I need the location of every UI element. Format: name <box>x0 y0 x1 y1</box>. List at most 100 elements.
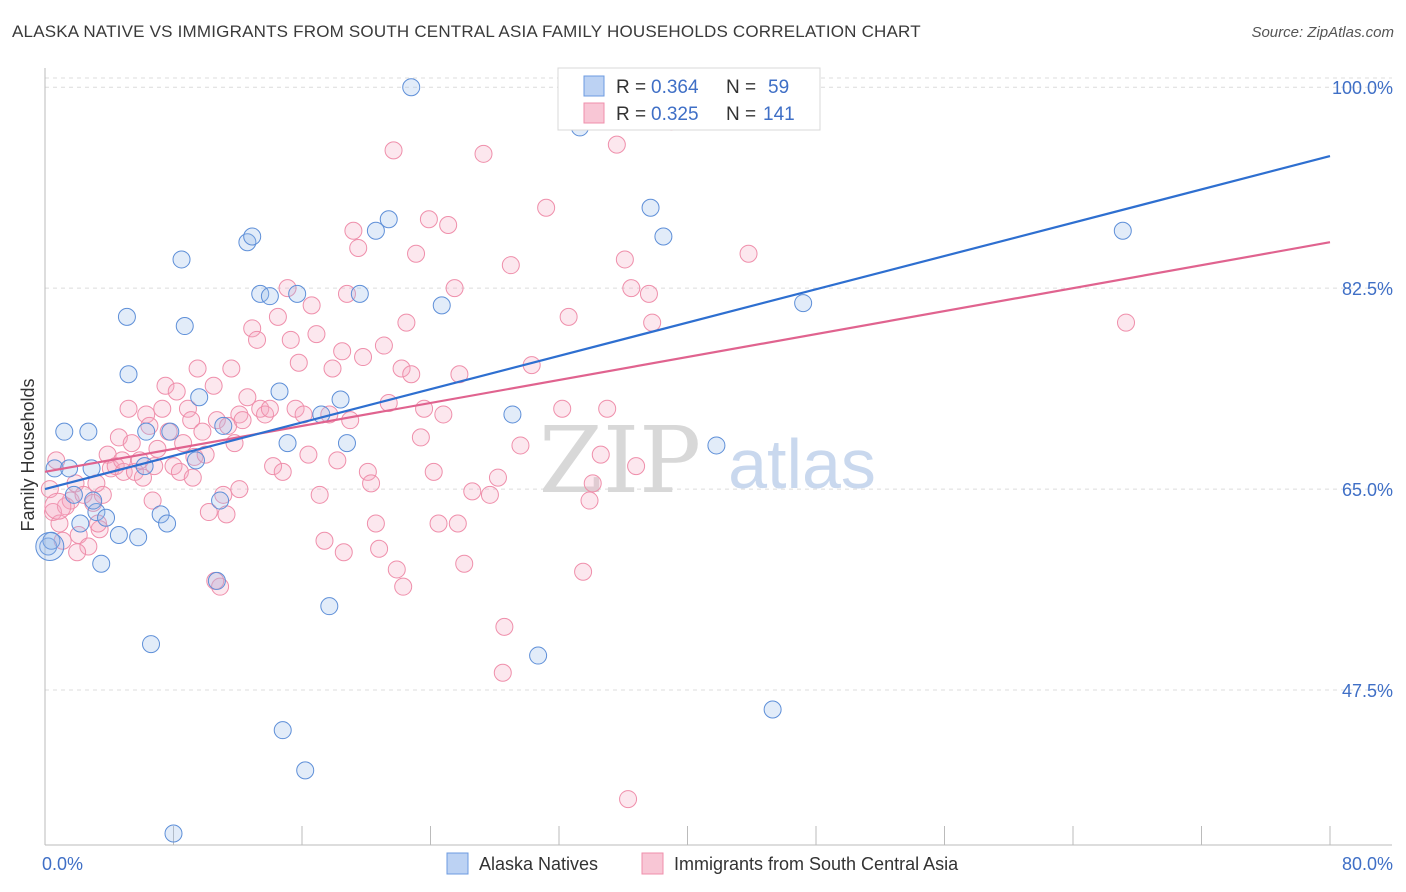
immig-point <box>537 198 556 217</box>
immig-point <box>392 359 411 378</box>
immig-point <box>264 457 283 476</box>
immig-point <box>243 319 262 338</box>
immig-point <box>591 445 610 464</box>
legend-n-label-1: N = <box>726 77 756 98</box>
immig-point <box>627 457 646 476</box>
immig-point <box>233 411 252 430</box>
immig-point <box>553 399 572 418</box>
alaska-point <box>135 457 154 476</box>
immig-point <box>463 482 482 501</box>
immig-point <box>153 399 172 418</box>
immig-point <box>323 359 342 378</box>
alaska-point <box>641 198 660 217</box>
x-tick-label-0: 0.0% <box>42 854 83 874</box>
watermark-zip: ZIP <box>539 407 701 514</box>
immig-point <box>256 405 275 424</box>
immig-point <box>156 376 175 395</box>
alaska-point <box>109 526 128 544</box>
immig-point <box>79 537 98 556</box>
immig-point <box>302 296 321 315</box>
y-tick-label-1: 65.0% <box>1342 480 1393 500</box>
immig-point <box>411 428 430 447</box>
immig-point <box>445 279 464 298</box>
alaska-point <box>278 434 297 453</box>
alaska-point <box>137 422 156 441</box>
immig-point <box>639 284 658 303</box>
immig-point <box>455 554 474 573</box>
immig-point <box>248 330 267 349</box>
alaska-point <box>270 382 289 401</box>
y-tick-label-2: 82.5% <box>1342 279 1393 299</box>
alaska-point <box>175 317 194 336</box>
immig-point <box>281 330 300 349</box>
alaska-point <box>379 210 398 229</box>
immig-point <box>140 416 159 435</box>
alaska-point <box>350 284 369 303</box>
legend-r-label-1: R = <box>616 77 646 98</box>
legend-r-label-2: R = <box>616 104 646 125</box>
immig-point <box>424 462 443 481</box>
immig-point <box>387 560 406 579</box>
immig-point <box>199 503 218 522</box>
immig-point <box>643 313 662 332</box>
immig-point <box>574 562 593 581</box>
immig-point <box>40 480 59 499</box>
legend-swatch-immig <box>583 102 605 124</box>
immig-point <box>68 543 87 562</box>
alaska-point <box>794 294 813 313</box>
immig-point <box>495 617 514 636</box>
alaska-point <box>337 434 356 453</box>
immig-point <box>622 279 641 298</box>
alaska-point <box>238 233 257 252</box>
immig-point <box>188 359 207 378</box>
immig-point <box>607 135 626 154</box>
source-credit: Source: ZipAtlas.com <box>1251 24 1394 41</box>
alaska-point <box>1113 221 1132 240</box>
immig-point <box>366 514 385 533</box>
immig-point <box>133 468 152 487</box>
immig-point <box>1117 313 1136 332</box>
immig-point <box>439 216 458 234</box>
correlation-legend: R = 0.364 N = 59 R = 0.325 N = 141 <box>557 67 821 131</box>
immig-point <box>328 451 347 470</box>
immig-point <box>580 491 599 510</box>
alaska-point <box>190 388 209 407</box>
alaska-point <box>35 531 65 561</box>
series-legend: Alaska Natives Immigrants from South Cen… <box>446 852 959 875</box>
immig-point <box>268 307 287 326</box>
legend-n-value-2: 141 <box>763 104 795 125</box>
immig-point <box>384 141 403 160</box>
immig-point <box>230 480 249 499</box>
alaska-point <box>320 597 339 616</box>
immig-point <box>434 405 453 424</box>
alaska-point <box>260 287 279 306</box>
alaska-point <box>366 221 385 240</box>
alaska-point <box>119 365 138 384</box>
alaska-point <box>64 485 83 504</box>
immig-point <box>407 244 426 263</box>
immig-point <box>448 514 467 533</box>
immig-point <box>511 436 530 455</box>
y-axis-title: Family Households <box>18 378 38 531</box>
x-tick-labels: 0.0% 80.0% <box>42 854 1393 874</box>
legend-r-value-2: 0.325 <box>651 104 699 125</box>
immig-point <box>559 307 578 326</box>
immig-point <box>222 359 241 378</box>
immig-point <box>354 348 373 367</box>
trend-lines <box>44 155 1331 491</box>
immig-point <box>739 244 758 263</box>
immig-point <box>334 543 353 562</box>
immig-point <box>583 474 602 493</box>
immig-point <box>204 376 223 395</box>
immig-point <box>214 485 233 504</box>
immig-point <box>344 221 363 240</box>
bottom-legend-immig: Immigrants from South Central Asia <box>674 854 959 874</box>
immig-point <box>619 790 638 809</box>
immig-point <box>341 411 360 430</box>
bottom-legend-swatch-alaska <box>446 852 469 875</box>
immig-point <box>260 399 279 418</box>
watermark-atlas: atlas <box>728 425 876 503</box>
alaska-point <box>273 721 292 740</box>
bottom-legend-alaska: Alaska Natives <box>479 854 598 874</box>
